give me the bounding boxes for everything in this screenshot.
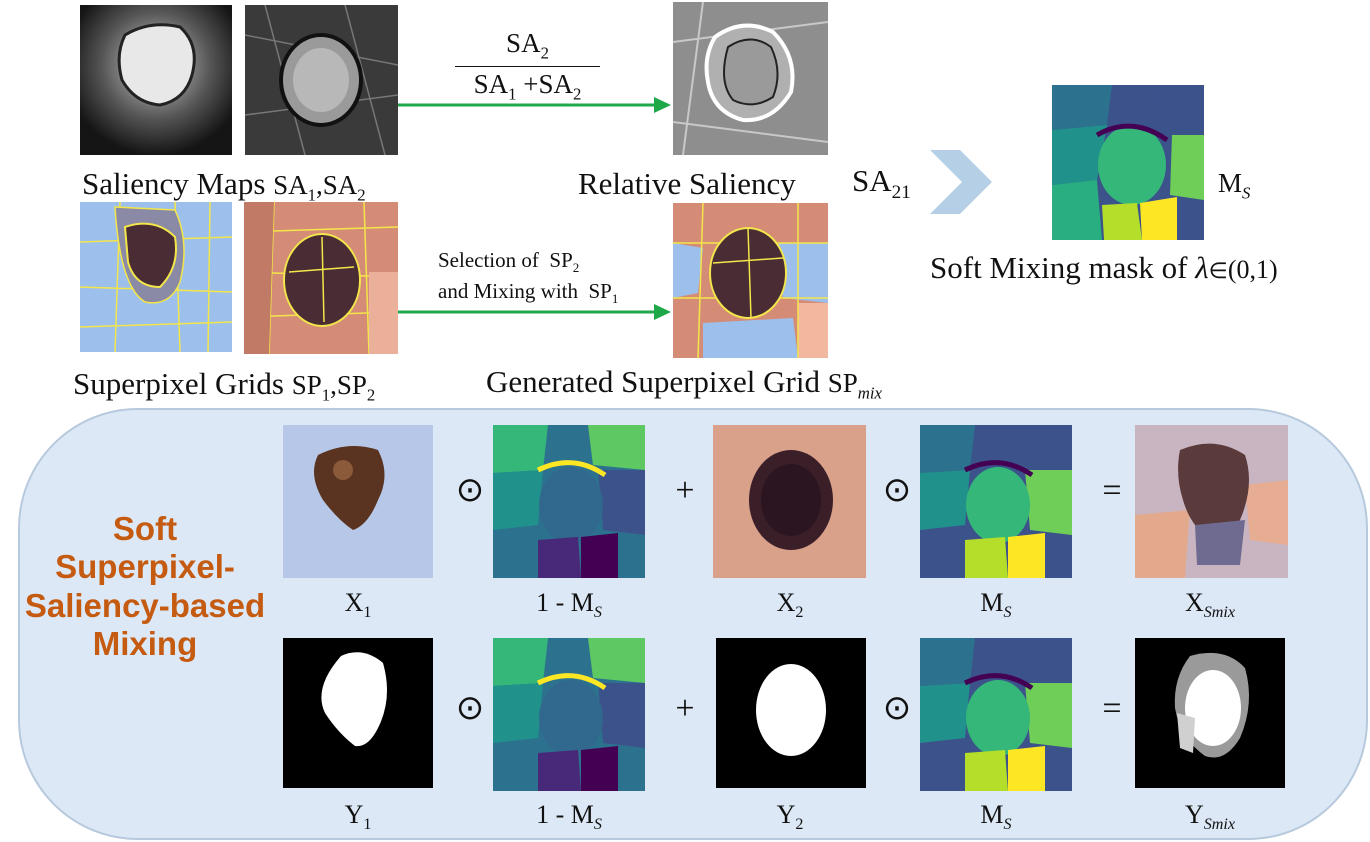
x2-image: [713, 425, 866, 578]
generated-superpixel-caption: Generated Superpixel Grid SPmix: [486, 364, 882, 403]
relative-saliency-caption: Relative Saliency: [578, 166, 796, 201]
y-smix-image: [1135, 638, 1285, 788]
chevron-right-icon: [930, 150, 992, 214]
y2-label: Y2: [776, 800, 804, 834]
selection-mixing-text: Selection of SP2 and Mixing with SP1: [438, 248, 619, 306]
superpixel-grid-2-image: [244, 202, 398, 354]
one-minus-ms-label-1: 1 - MS: [536, 588, 602, 622]
x-smix-label: XSmix: [1184, 588, 1236, 622]
plus-operator-r2: +: [675, 690, 695, 727]
y2-image: [716, 638, 866, 788]
odot-operator-r1b: ⊙: [882, 472, 912, 509]
equals-operator-r2: =: [1102, 690, 1122, 727]
x1-label: X1: [344, 588, 372, 622]
saliency-map-2-image: [245, 5, 398, 155]
panel-title: Soft Superpixel-Saliency-based Mixing: [24, 510, 266, 662]
superpixel-grid-1-image: [80, 202, 232, 352]
relative-saliency-image: [673, 2, 828, 155]
top-arrow: [398, 97, 671, 113]
sa21-label: SA21: [852, 163, 911, 204]
odot-operator-r2b: ⊙: [882, 690, 912, 727]
y1-image: [283, 638, 433, 788]
bottom-arrow: [398, 304, 671, 320]
ms-label-top: MS: [1218, 168, 1251, 203]
ms-image-1: [920, 425, 1072, 578]
relative-saliency-formula: SA2 SA1 +SA2: [455, 30, 600, 103]
saliency-map-1-image: [80, 5, 232, 155]
generated-superpixel-grid-image: [673, 203, 828, 358]
ms-image-2: [920, 638, 1072, 791]
soft-mixing-mask-caption: Soft Mixing mask of λ∈(0,1): [930, 250, 1278, 285]
saliency-maps-caption: Saliency Maps SA1,SA2: [82, 166, 366, 205]
superpixel-grids-caption: Superpixel Grids SP1,SP2: [73, 366, 376, 405]
one-minus-ms-label-2: 1 - MS: [536, 800, 602, 834]
odot-operator-r2a: ⊙: [455, 690, 485, 727]
ms-label-2: MS: [980, 800, 1012, 834]
x1-image: [283, 425, 433, 578]
x2-label: X2: [776, 588, 804, 622]
odot-operator-r1a: ⊙: [455, 472, 485, 509]
one-minus-ms-image-1: [493, 425, 645, 578]
ms-label-1: MS: [980, 588, 1012, 622]
plus-operator-r1: +: [675, 472, 695, 509]
y1-label: Y1: [344, 800, 372, 834]
one-minus-ms-image-2: [493, 638, 645, 791]
soft-mask-top-image: [1052, 85, 1204, 240]
equals-operator-r1: =: [1102, 472, 1122, 509]
x-smix-image: [1135, 425, 1288, 578]
y-smix-label: YSmix: [1184, 800, 1236, 834]
